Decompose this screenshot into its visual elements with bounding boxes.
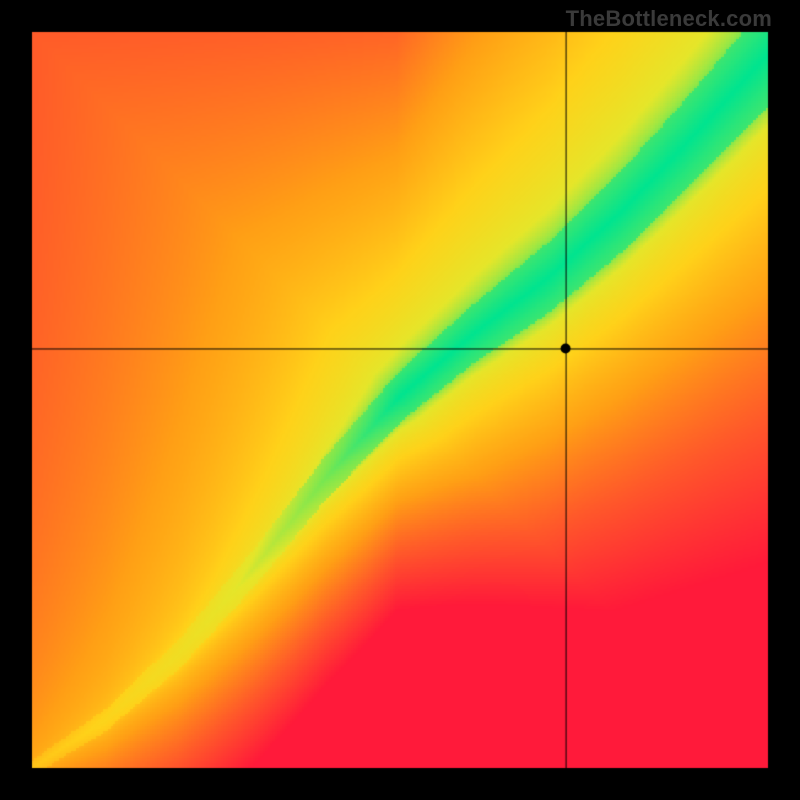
watermark-text: TheBottleneck.com bbox=[566, 6, 772, 32]
chart-container: TheBottleneck.com bbox=[0, 0, 800, 800]
heatmap-canvas bbox=[0, 0, 800, 800]
